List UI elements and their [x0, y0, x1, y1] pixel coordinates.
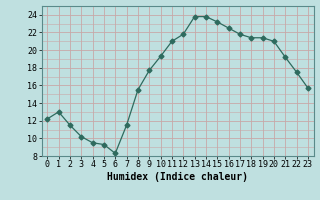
X-axis label: Humidex (Indice chaleur): Humidex (Indice chaleur)	[107, 172, 248, 182]
